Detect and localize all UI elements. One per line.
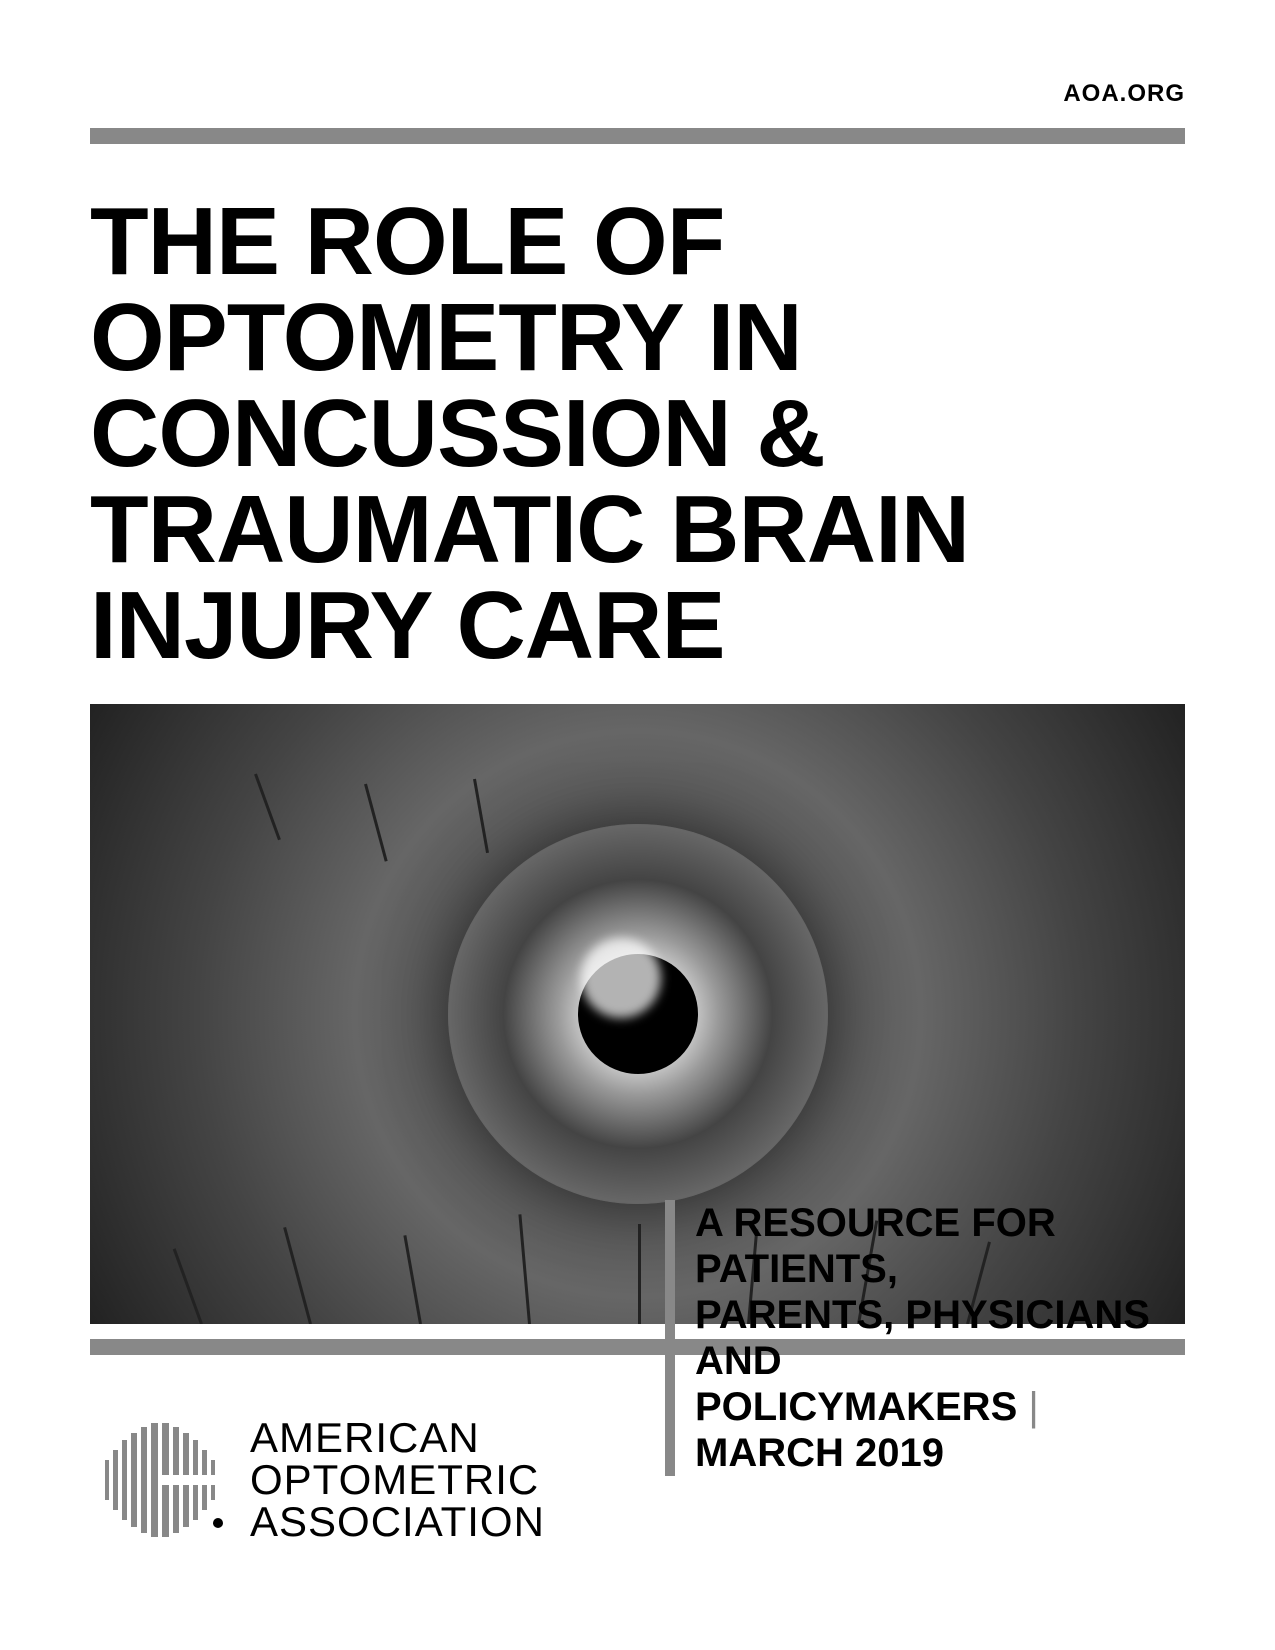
eyelash	[638, 1224, 641, 1324]
logo-block: AMERICAN OPTOMETRIC ASSOCIATION	[100, 1415, 545, 1545]
eyelash	[473, 779, 489, 853]
aoa-logo-icon	[100, 1415, 230, 1545]
logo-line3: ASSOCIATION	[250, 1498, 545, 1545]
subtitle-text: A RESOURCE FOR PATIENTS, PARENTS, PHYSIC…	[695, 1200, 1185, 1476]
header-url: AOA.ORG	[90, 80, 1185, 108]
logo-line1: AMERICAN	[250, 1414, 480, 1461]
subtitle-block: A RESOURCE FOR PATIENTS, PARENTS, PHYSIC…	[665, 1200, 1185, 1476]
logo-text: AMERICAN OPTOMETRIC ASSOCIATION	[250, 1417, 545, 1543]
subtitle-line1: A RESOURCE FOR PATIENTS,	[695, 1201, 1056, 1291]
eyelash	[518, 1214, 531, 1324]
eye-iris	[448, 824, 828, 1204]
eyelash	[172, 1248, 202, 1324]
main-title: THE ROLE OF OPTOMETRY IN CONCUSSION & TR…	[90, 194, 1185, 674]
eyelash	[254, 773, 281, 840]
subtitle-line2: PARENTS, PHYSICIANS AND	[695, 1293, 1150, 1383]
divider-top	[90, 128, 1185, 144]
subtitle-line3-part1: POLICYMAKERS	[695, 1385, 1017, 1429]
logo-line2: OPTOMETRIC	[250, 1456, 539, 1503]
page-container: AOA.ORG THE ROLE OF OPTOMETRY IN CONCUSS…	[0, 0, 1275, 1650]
subtitle-line3-part2: MARCH 2019	[695, 1431, 944, 1475]
subtitle-pipe-divider: |	[1028, 1385, 1038, 1429]
eye-highlight	[581, 938, 661, 1018]
eyelash	[364, 784, 388, 862]
eyelash	[403, 1235, 422, 1324]
eyelash	[283, 1227, 312, 1324]
